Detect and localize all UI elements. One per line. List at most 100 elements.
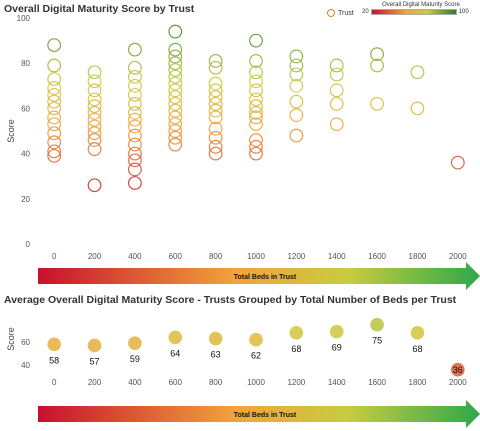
trust-point <box>128 60 142 75</box>
avg-point <box>208 331 223 346</box>
x-tick-label: 0 <box>52 378 57 387</box>
trust-point <box>410 65 425 80</box>
trust-point <box>128 146 142 161</box>
trust-point <box>47 87 62 102</box>
bottom-beds-arrow: Total Beds in Trust <box>38 400 480 428</box>
x-tick-label: 800 <box>209 378 223 387</box>
trust-point <box>128 162 142 177</box>
x-tick-label: 1400 <box>328 378 346 387</box>
y-tick-label: 40 <box>21 361 30 370</box>
trust-point <box>208 60 223 75</box>
trust-point <box>128 42 142 57</box>
bottom-chart-title: Average Overall Digital Maturity Score -… <box>4 294 457 306</box>
x-tick-label: 1000 <box>247 378 265 387</box>
trust-point <box>168 49 183 64</box>
x-tick-label: 200 <box>88 378 102 387</box>
trust-point <box>168 24 183 39</box>
trust-point <box>168 69 183 84</box>
x-tick-label: 1000 <box>247 252 265 261</box>
avg-data-label: 57 <box>90 356 100 366</box>
trust-point <box>289 67 304 82</box>
trust-point <box>208 54 223 68</box>
trust-point <box>128 78 142 93</box>
trust-point <box>249 110 263 125</box>
trust-point <box>168 130 183 145</box>
avg-point <box>289 325 304 340</box>
trust-point <box>168 110 183 125</box>
trust-point <box>87 142 102 156</box>
x-tick-label: 1800 <box>409 378 427 387</box>
trust-point <box>87 92 102 107</box>
trust-point <box>168 117 183 132</box>
y-tick-label: 60 <box>21 338 30 347</box>
trust-point <box>87 119 102 134</box>
trust-point <box>370 58 384 73</box>
trust-point <box>249 117 263 132</box>
trust-point <box>208 121 223 136</box>
x-tick-label: 400 <box>128 252 142 261</box>
avg-data-label: 68 <box>291 344 301 354</box>
y-tick-label: 80 <box>21 59 30 68</box>
trust-point <box>168 83 183 98</box>
trust-point <box>289 58 304 73</box>
trust-point <box>87 133 102 147</box>
y-axis-label: Score <box>6 327 16 351</box>
avg-data-label: 59 <box>130 354 140 364</box>
avg-point <box>329 324 344 339</box>
trust-point <box>249 33 263 48</box>
x-tick-label: 1200 <box>287 378 305 387</box>
trust-point <box>249 133 263 147</box>
trust-point <box>128 128 142 143</box>
avg-point <box>47 337 61 352</box>
trust-point <box>329 83 344 98</box>
x-tick-label: 2000 <box>449 252 467 261</box>
x-tick-label: 200 <box>88 252 102 261</box>
trust-point <box>208 146 223 161</box>
trust-point <box>168 42 183 57</box>
trust-point <box>168 96 183 111</box>
trust-point <box>128 119 142 134</box>
trust-point <box>47 94 62 109</box>
trust-point <box>87 74 102 89</box>
x-tick-label: 600 <box>169 378 183 387</box>
color-scale-gradient <box>370 9 457 15</box>
trust-point <box>289 49 304 64</box>
trust-point <box>208 110 223 125</box>
legend-trust[interactable]: Trust <box>327 9 354 17</box>
trust-point <box>47 81 62 95</box>
trust-point <box>289 108 304 123</box>
y-tick-label: 20 <box>21 195 30 204</box>
trust-point <box>249 146 263 161</box>
trust-point <box>87 178 102 193</box>
trust-point <box>208 130 223 145</box>
trust-point <box>128 112 142 127</box>
color-scale-legend[interactable]: Overall Digital Maturity Score 20 100 <box>362 2 472 15</box>
color-scale-min: 20 <box>362 9 369 15</box>
trust-point <box>168 56 183 71</box>
trust-point <box>87 112 102 127</box>
trust-point <box>450 155 465 170</box>
trust-point <box>47 148 62 163</box>
x-tick-label: 2000 <box>449 378 467 387</box>
trust-point <box>87 126 102 141</box>
bottom-arrow-label: Total Beds in Trust <box>234 412 297 419</box>
trust-point <box>289 78 304 93</box>
trust-point <box>249 139 263 154</box>
trust-point <box>128 153 142 168</box>
x-tick-label: 600 <box>169 252 183 261</box>
trust-point <box>329 67 344 82</box>
trust-point <box>168 103 183 118</box>
top-arrow-label: Total Beds in Trust <box>234 274 297 281</box>
trust-point <box>47 126 62 141</box>
avg-point <box>87 338 102 353</box>
x-tick-label: 1400 <box>328 252 346 261</box>
trust-point <box>208 103 223 118</box>
trust-point <box>47 135 62 150</box>
x-tick-label: 1200 <box>287 252 305 261</box>
trust-point <box>128 69 142 84</box>
avg-point <box>249 332 263 347</box>
top-chart-title: Overall Digital Maturity Score by Trust <box>4 3 195 15</box>
trust-point <box>289 128 304 143</box>
